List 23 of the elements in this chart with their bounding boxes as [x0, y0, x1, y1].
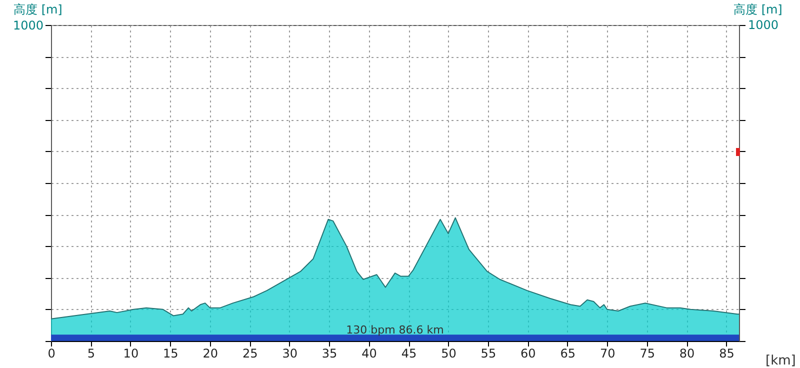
- x-axis-title: [km]: [766, 354, 796, 368]
- x-tick-label: 40: [362, 346, 377, 360]
- x-tick-label: 5: [87, 346, 96, 360]
- x-tick-label: 60: [520, 346, 536, 360]
- x-tick-label: 15: [163, 346, 178, 360]
- x-tick-label: 55: [480, 346, 496, 360]
- band-label: 130 bpm 86.6 km: [346, 324, 444, 337]
- x-tick-label: 10: [123, 346, 139, 360]
- x-tick-label: 80: [679, 346, 695, 360]
- x-tick-label: 70: [600, 346, 616, 360]
- x-tick-label: 0: [48, 346, 56, 360]
- y2-axis-title: 高度 [m]: [734, 2, 782, 16]
- x-tick-label: 85: [719, 346, 734, 360]
- x-tick-label: 30: [282, 346, 298, 360]
- text: 1000: [748, 18, 779, 32]
- x-tick-label: 65: [560, 346, 576, 360]
- x-tick-label: 25: [242, 346, 258, 360]
- x-tick-label: 75: [640, 346, 655, 360]
- x-tick-label: 35: [322, 346, 338, 360]
- y-axis-title: 高度 [m]: [14, 2, 62, 16]
- x-tick-label: 20: [202, 346, 218, 360]
- x-tick-label: 45: [401, 346, 417, 360]
- x-tick-label: 50: [441, 346, 456, 360]
